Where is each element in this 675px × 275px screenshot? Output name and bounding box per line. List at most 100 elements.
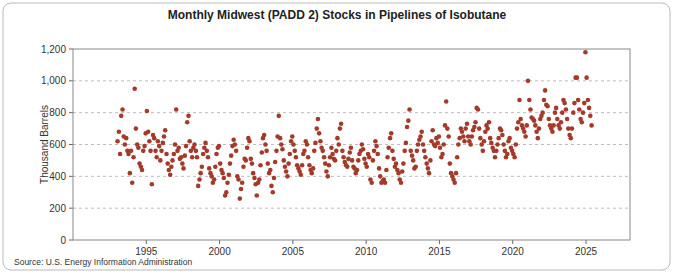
point — [394, 161, 399, 166]
point — [408, 149, 413, 154]
y-tick-label: 200 — [49, 203, 66, 214]
y-tick-label: 0 — [60, 235, 66, 246]
y-tick — [69, 176, 73, 177]
point — [129, 149, 134, 154]
point — [134, 126, 139, 131]
point — [333, 158, 338, 163]
point — [546, 117, 551, 122]
point — [185, 120, 190, 125]
point — [292, 149, 297, 154]
point — [369, 180, 374, 185]
point — [240, 180, 245, 185]
point — [238, 196, 243, 201]
point — [426, 166, 431, 171]
y-tick — [69, 112, 73, 113]
point — [245, 145, 250, 150]
point — [583, 50, 588, 55]
point — [313, 141, 318, 146]
y-tick-label: 600 — [49, 139, 66, 150]
point — [270, 190, 275, 195]
point — [559, 120, 564, 125]
point — [255, 193, 260, 198]
point — [338, 126, 343, 131]
point — [150, 182, 155, 187]
point — [545, 104, 550, 109]
grid-line — [73, 176, 630, 177]
point — [468, 142, 473, 147]
point — [205, 149, 210, 154]
point — [404, 141, 409, 146]
point — [173, 142, 178, 147]
point — [306, 155, 311, 160]
point — [576, 98, 581, 103]
point — [411, 158, 416, 163]
point — [206, 155, 211, 160]
x-tick-label: 2020 — [502, 246, 525, 257]
point — [273, 160, 278, 165]
point — [487, 120, 492, 125]
point — [421, 142, 426, 147]
point — [388, 136, 393, 141]
point — [494, 149, 499, 154]
point — [258, 163, 263, 168]
point — [572, 101, 577, 106]
point — [550, 129, 555, 134]
point — [174, 107, 179, 112]
point — [347, 150, 352, 155]
point — [218, 161, 223, 166]
point — [424, 161, 429, 166]
point — [564, 107, 569, 112]
point — [481, 149, 486, 154]
point — [340, 149, 345, 154]
point — [294, 155, 299, 160]
point — [422, 149, 427, 154]
point — [290, 134, 295, 139]
point — [156, 139, 161, 144]
point — [291, 142, 296, 147]
point — [152, 136, 157, 141]
point — [239, 187, 244, 192]
point — [220, 171, 225, 176]
y-tick-label: 1,000 — [41, 75, 66, 86]
point — [505, 152, 510, 157]
point — [131, 155, 136, 160]
title: Monthly Midwest (PADD 2) Stocks in Pipel… — [168, 8, 507, 22]
point — [213, 164, 218, 169]
point — [518, 117, 523, 122]
point — [329, 145, 334, 150]
point — [441, 142, 446, 147]
point — [200, 164, 205, 169]
point — [588, 114, 593, 119]
grid-line — [73, 80, 630, 81]
point — [384, 168, 389, 173]
point — [130, 180, 135, 185]
point — [587, 106, 592, 111]
point — [478, 136, 483, 141]
point — [335, 136, 340, 141]
point — [169, 164, 174, 169]
point — [378, 174, 383, 179]
point — [423, 155, 428, 160]
point — [482, 139, 487, 144]
point — [562, 101, 567, 106]
point — [517, 98, 522, 103]
point — [212, 177, 217, 182]
point — [553, 110, 558, 115]
point — [334, 149, 339, 154]
point — [522, 129, 527, 134]
point — [527, 98, 532, 103]
point — [281, 158, 286, 163]
point — [141, 149, 146, 154]
point — [355, 168, 360, 173]
point — [525, 123, 530, 128]
point — [560, 110, 565, 115]
point — [316, 117, 321, 122]
point — [399, 180, 404, 185]
point — [349, 145, 354, 150]
point — [201, 152, 206, 157]
point — [460, 129, 465, 134]
point — [224, 190, 229, 195]
point — [269, 184, 274, 189]
point — [198, 171, 203, 176]
point — [551, 123, 556, 128]
